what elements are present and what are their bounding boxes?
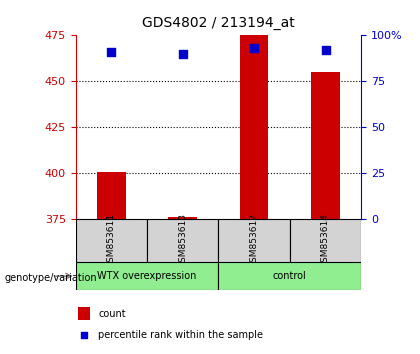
Bar: [76, 262, 218, 290]
Bar: [147, 219, 218, 262]
Text: WTX overexpression: WTX overexpression: [97, 271, 197, 281]
Text: GSM853613: GSM853613: [178, 213, 187, 268]
Text: genotype/variation: genotype/variation: [4, 273, 97, 283]
Point: [322, 47, 329, 53]
Bar: [290, 219, 361, 262]
Bar: [79, 307, 90, 320]
Bar: [311, 72, 340, 219]
Bar: [218, 262, 361, 290]
Bar: [218, 219, 290, 262]
Point: [81, 333, 87, 338]
Bar: [168, 217, 197, 219]
Text: count: count: [98, 309, 126, 319]
Text: GSM853611: GSM853611: [107, 213, 116, 268]
Text: percentile rank within the sample: percentile rank within the sample: [98, 330, 263, 341]
Text: control: control: [273, 271, 307, 281]
Point: [179, 51, 186, 57]
Point: [108, 49, 115, 55]
Bar: [240, 34, 268, 219]
Bar: [76, 219, 147, 262]
Text: GSM853614: GSM853614: [321, 213, 330, 268]
Point: [251, 45, 257, 51]
Bar: [97, 172, 126, 219]
Title: GDS4802 / 213194_at: GDS4802 / 213194_at: [142, 16, 295, 30]
Text: GSM853612: GSM853612: [249, 213, 259, 268]
